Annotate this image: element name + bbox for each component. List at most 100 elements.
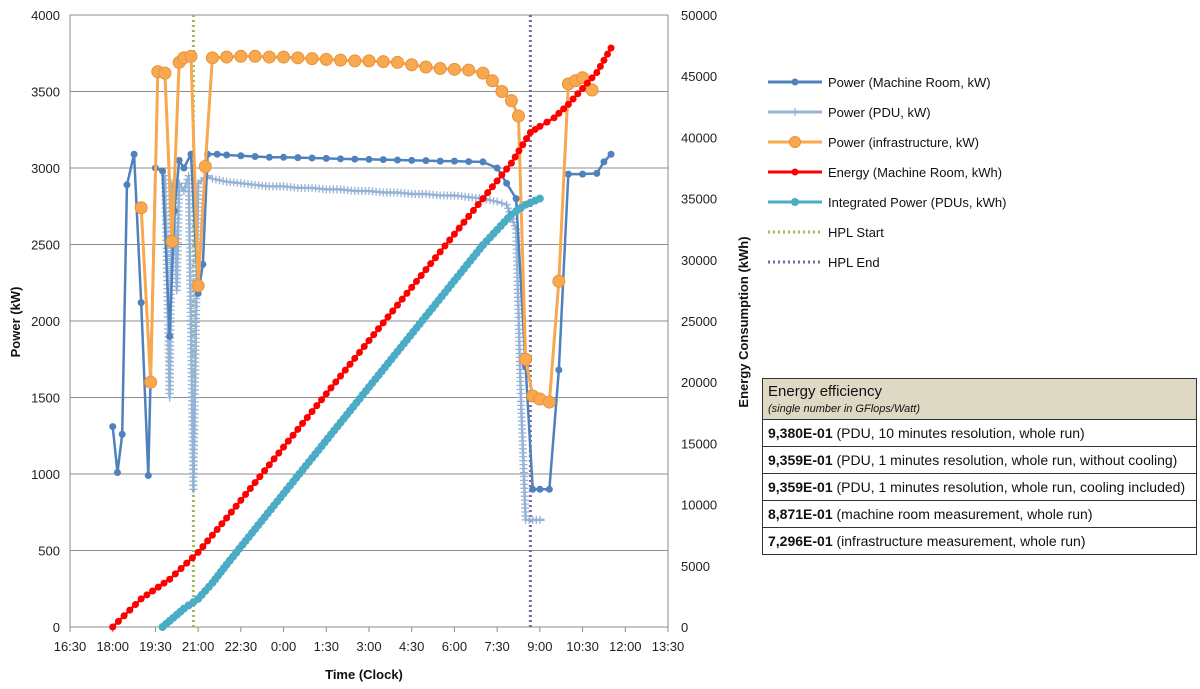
power-infrastructure-kw-point [512, 109, 525, 123]
energy-machine-room-kwh-line [111, 47, 613, 628]
y2-tick-label: 0 [681, 620, 688, 635]
energy-machine-room-kwh-point [465, 212, 473, 220]
x-tick-label: 13:30 [652, 639, 685, 654]
power-infrastructure-kw-point [495, 85, 509, 98]
energy-machine-room-kwh-point [507, 159, 515, 167]
y2-axis-title: Energy Consumption (kWh) [736, 236, 751, 407]
energy-machine-room-kwh-point [431, 254, 439, 262]
power-machine-room-kw-point [118, 430, 126, 438]
x-tick-label: 10:30 [566, 639, 599, 654]
y-axis-ticks: 0 500 1000 1500 2000 2500 3000 3500 4000 [31, 8, 60, 635]
power-machine-room-kw-point [607, 150, 615, 158]
power-infrastructure-kw-point [144, 375, 158, 389]
energy-machine-room-kwh-point [488, 183, 496, 191]
energy-machine-room-kwh-point [251, 479, 259, 487]
power-machine-room-kw-point [422, 157, 430, 165]
energy-machine-room-kwh-point [204, 537, 212, 545]
energy-machine-room-kwh-point [199, 543, 207, 551]
efficiency-description: (machine room measurement, whole run) [832, 506, 1093, 522]
energy-machine-room-kwh-point [256, 473, 264, 481]
power-infrastructure-kw-point [248, 49, 262, 63]
energy-machine-room-kwh-point [327, 384, 335, 392]
power-energy-chart: 16:30 18:00 19:30 21:00 22:30 0:00 1:30 3:00 4:3… [8, 8, 751, 682]
power-machine-room-kw-point [465, 158, 473, 166]
power-pdu-kw-point [215, 176, 224, 185]
power-machine-room-kw-point [137, 299, 145, 307]
efficiency-row: 9,359E-01 (PDU, 1 minutes resolution, wh… [762, 446, 1197, 474]
legend-entry: Power (PDU, kW) [768, 105, 931, 120]
chart-gridlines [70, 14, 668, 628]
energy-machine-room-kwh-point [337, 372, 345, 380]
power-machine-room-kw-point [536, 485, 544, 493]
energy-machine-room-kwh-point [583, 79, 591, 87]
efficiency-description: (PDU, 10 minutes resolution, whole run) [832, 425, 1085, 441]
legend-entry: HPL Start [768, 225, 884, 240]
x-tick-label: 6:00 [442, 639, 467, 654]
energy-machine-room-kwh-point [408, 283, 416, 291]
integrated-power-pdus-kwh-point [535, 194, 544, 203]
efficiency-value: 7,296E-01 [768, 533, 833, 549]
energy-machine-room-kwh-point [365, 337, 373, 345]
power-infrastructure-kw-point [433, 62, 447, 76]
energy-machine-room-kwh-point [177, 564, 185, 572]
power-pdu-kw-point [219, 177, 228, 186]
legend-entry: Power (infrastructure, kW) [768, 135, 979, 150]
energy-machine-room-kwh-point [370, 331, 378, 339]
energy-machine-room-kwh-point [332, 378, 340, 386]
power-pdu-kw-line [163, 174, 545, 522]
energy-machine-room-kwh-point [299, 419, 307, 427]
power-machine-room-kw-point [199, 260, 207, 268]
y2-tick-label: 40000 [681, 130, 717, 145]
power-infrastructure-kw-point [198, 159, 212, 173]
energy-machine-room-kwh-point [515, 147, 523, 155]
energy-machine-room-kwh-series [109, 44, 615, 631]
energy-machine-room-kwh-point [484, 189, 492, 197]
energy-machine-room-kwh-point [498, 171, 506, 179]
legend-marker [791, 168, 799, 176]
energy-machine-room-kwh-point [564, 100, 572, 108]
energy-machine-room-kwh-point [543, 118, 551, 126]
power-machine-room-kw-point [545, 485, 553, 493]
efficiency-value: 8,871E-01 [768, 506, 833, 522]
energy-machine-room-kwh-point [160, 579, 168, 587]
y2-tick-label: 50000 [681, 8, 717, 23]
power-infrastructure-kw-point [319, 52, 333, 66]
y2-tick-label: 20000 [681, 375, 717, 390]
power-machine-room-kw-point [408, 156, 416, 164]
power-infrastructure-kw-line [139, 54, 594, 404]
energy-machine-room-kwh-point [194, 548, 202, 556]
legend-marker [791, 108, 799, 116]
energy-machine-room-kwh-point [379, 319, 387, 327]
energy-machine-room-kwh-point [603, 50, 611, 58]
power-machine-room-kw-point [512, 195, 520, 203]
energy-machine-room-kwh-point [374, 325, 382, 333]
energy-machine-room-kwh-point [455, 224, 463, 232]
power-machine-room-kw-point [237, 152, 245, 160]
power-infrastructure-kw-point [376, 55, 390, 69]
y-axis-title: Power (kW) [8, 287, 23, 358]
legend-marker [791, 198, 799, 206]
energy-machine-room-kwh-point [560, 105, 568, 113]
power-machine-room-kw-point [436, 157, 444, 165]
x-tick-label: 21:00 [182, 639, 215, 654]
power-machine-room-kw-point [130, 150, 138, 158]
legend-label: Power (PDU, kW) [828, 105, 931, 120]
energy-machine-room-kwh-point [436, 248, 444, 256]
efficiency-description: (infrastructure measurement, whole run) [832, 533, 1086, 549]
energy-machine-room-kwh-point [579, 84, 587, 92]
power-infrastructure-kw-point [220, 50, 234, 64]
energy-machine-room-kwh-point [479, 195, 487, 203]
energy-machine-room-kwh-point [322, 390, 330, 398]
energy-machine-room-kwh-point [284, 437, 292, 445]
y2-tick-label: 25000 [681, 314, 717, 329]
energy-machine-room-kwh-point [280, 443, 288, 451]
x-tick-label: 22:30 [225, 639, 258, 654]
power-machine-room-kw-point [109, 423, 117, 431]
energy-machine-room-kwh-point [523, 135, 531, 143]
energy-machine-room-kwh-point [398, 295, 406, 303]
power-infrastructure-kw-point [542, 395, 556, 409]
power-infrastructure-kw-point [348, 54, 362, 68]
energy-machine-room-kwh-point [218, 520, 226, 528]
y2-tick-label: 45000 [681, 69, 717, 84]
legend-entry: Power (Machine Room, kW) [768, 75, 991, 90]
